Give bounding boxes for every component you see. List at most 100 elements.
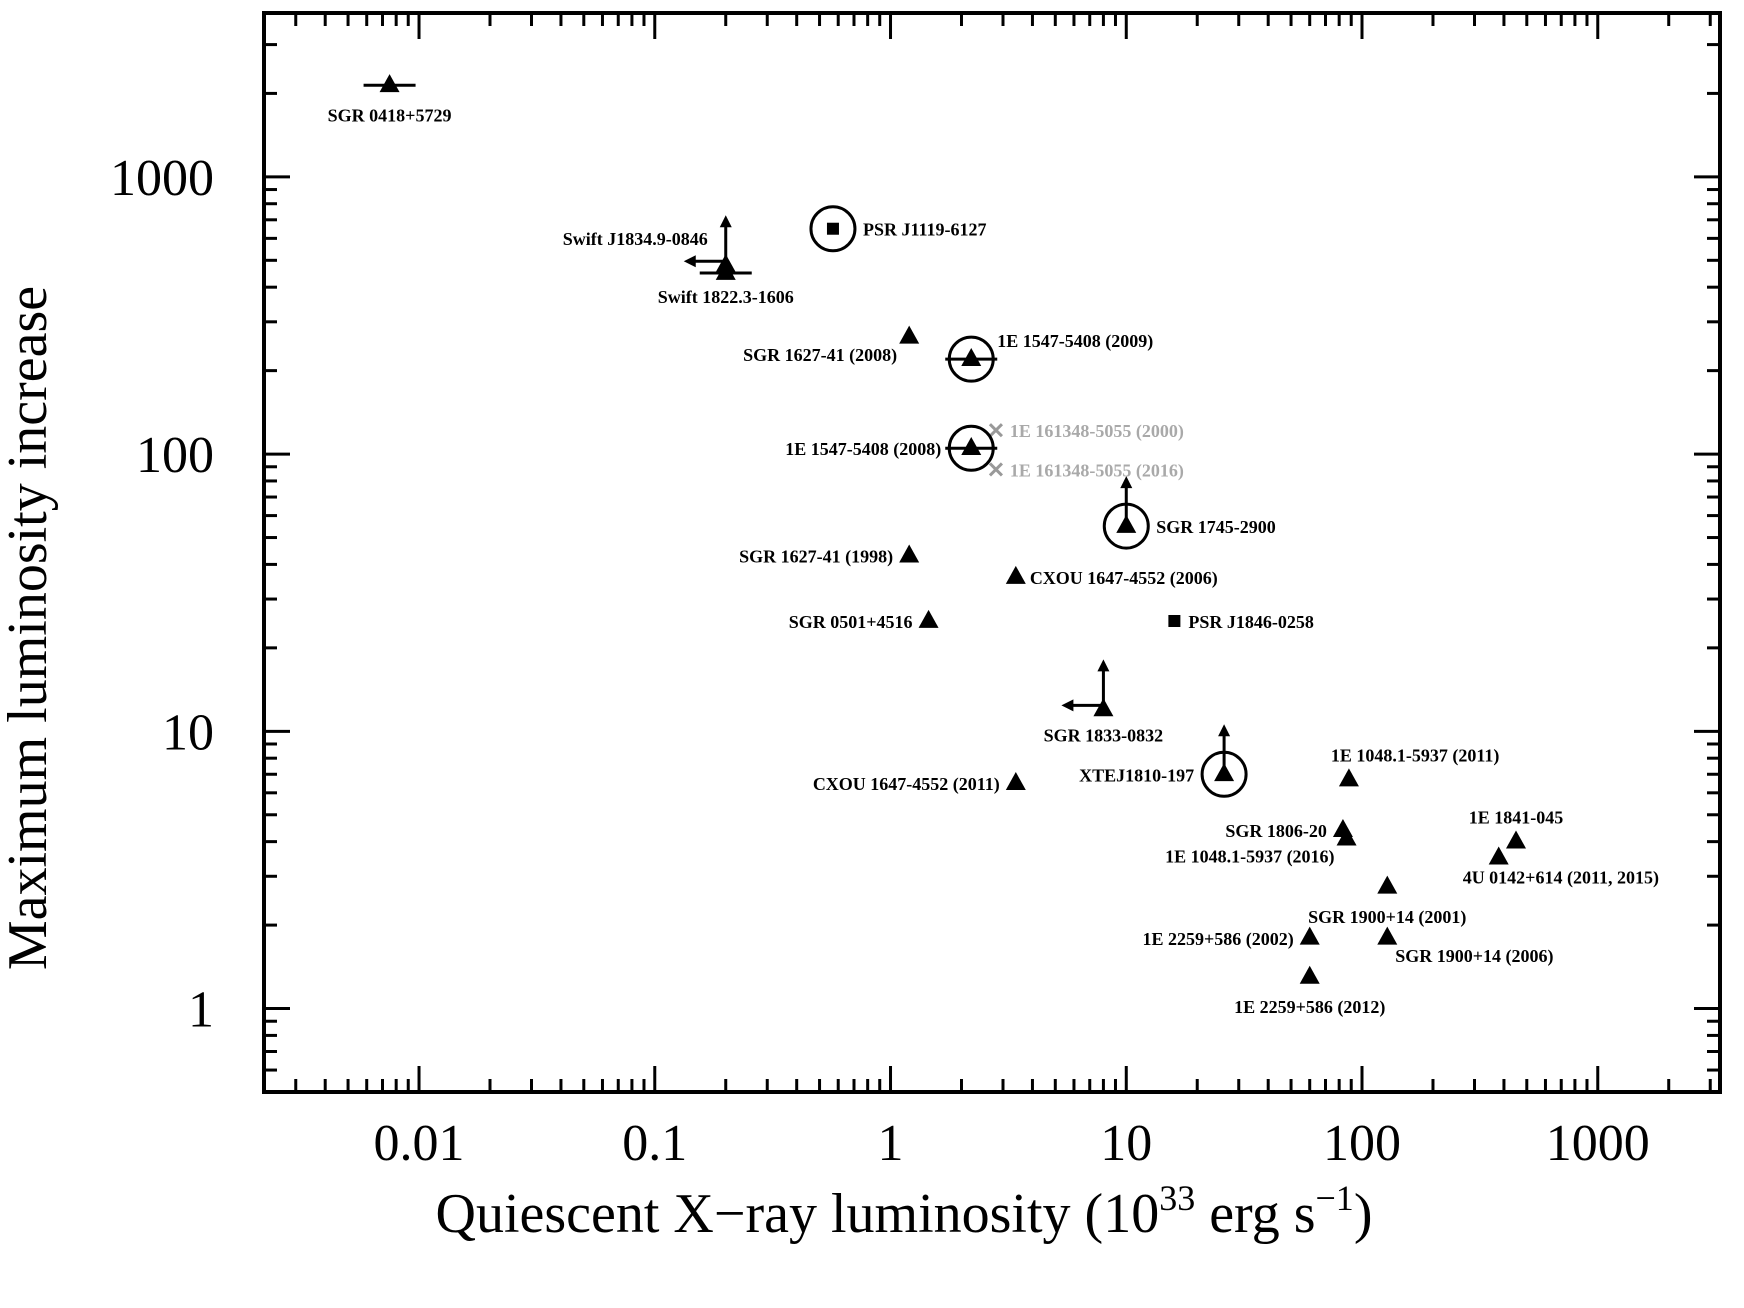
data-points [363, 74, 1527, 984]
x-tick-label: 1000 [1546, 1115, 1650, 1172]
triangle-marker [1299, 926, 1320, 945]
point-label-sgr-1806-20: SGR 1806-20 [1225, 821, 1327, 841]
x-tick-labels: 0.01 0.1 1 10 100 1000 [374, 1115, 1650, 1172]
triangle-marker [961, 347, 982, 366]
y-tick-label: 100 [136, 427, 214, 484]
point-sgr-1900-14-2001 [1377, 875, 1398, 894]
point-1e-1547-5408-2009 [945, 335, 998, 383]
triangle-marker [1214, 763, 1235, 782]
triangle-marker [1005, 565, 1026, 584]
circle-marker [809, 205, 857, 253]
triangle-marker [1336, 827, 1357, 846]
point-label-psr-j1846-0258: PSR J1846-0258 [1188, 612, 1314, 632]
point-label-psr-j1119-6127: PSR J1119-6127 [863, 220, 987, 240]
point-label-cxou-1647-4552-2006: CXOU 1647-4552 (2006) [1030, 568, 1218, 589]
point-psr-j1119-6127 [809, 205, 857, 253]
point-label-sgr-1627-41-1998: SGR 1627-41 (1998) [739, 547, 893, 568]
x-tick-label: 10 [1100, 1115, 1152, 1172]
point-label-cxou-1647-4552-2011: CXOU 1647-4552 (2011) [813, 774, 1000, 795]
point-sgr-1745-2900 [1102, 476, 1150, 550]
point-label-sgr-1900-14-2006: SGR 1900+14 (2006) [1395, 946, 1553, 967]
triangle-marker [1506, 830, 1527, 849]
point-cxou-1647-4552-2011 [1005, 772, 1026, 791]
triangle-marker [1488, 846, 1509, 865]
point-label-1e-2259-586-2012: 1E 2259+586 (2012) [1234, 997, 1385, 1018]
point-1e-161348-5055-2016 [988, 462, 1003, 477]
point-psr-j1846-0258 [1168, 614, 1181, 627]
plot-frame [262, 11, 1722, 1094]
point-1e-161348-5055-2000 [988, 423, 1003, 438]
arrow-head [1218, 724, 1231, 737]
point-1e-1547-5408-2008 [945, 424, 998, 472]
square-marker [826, 222, 839, 235]
triangle-marker [1005, 772, 1026, 791]
point-label-1e-1841-045: 1E 1841-045 [1469, 808, 1564, 828]
point-1e-1841-045 [1506, 830, 1527, 849]
point-sgr-0418-5729 [363, 74, 416, 93]
point-1e-2259-586-2002 [1299, 926, 1320, 945]
point-label-sgr-1627-41-2008: SGR 1627-41 (2008) [743, 345, 897, 366]
triangle-marker [1093, 698, 1114, 717]
point-label-1e-1048-1-5937-2011: 1E 1048.1-5937 (2011) [1331, 746, 1500, 767]
triangle-marker [379, 74, 400, 93]
point-sgr-1833-0832 [1061, 659, 1114, 717]
point-labels: SGR 0418+5729 PSR J1119-6127 Swift J1834.9… [328, 105, 1659, 1018]
point-xtej1810-197 [1200, 724, 1248, 798]
point-label-sgr-0418-5729: SGR 0418+5729 [328, 105, 452, 125]
arrow-head [1097, 659, 1110, 672]
axis-ticks [264, 13, 1720, 1094]
point-label-sgr-1900-14-2001: SGR 1900+14 (2001) [1308, 907, 1466, 928]
x-tick-label: 0.1 [622, 1115, 687, 1172]
triangle-marker [1116, 514, 1137, 533]
arrow-head [683, 255, 696, 268]
point-sgr-1627-41-1998 [899, 544, 920, 563]
point-label-1e-161348-5055-2000: 1E 161348-5055 (2000) [1010, 421, 1184, 442]
point-label-4u-0142-614-2011-2015: 4U 0142+614 (2011, 2015) [1463, 868, 1659, 889]
point-sgr-1900-14-2006 [1377, 926, 1398, 945]
point-cxou-1647-4552-2006 [1005, 565, 1026, 584]
triangle-marker [1377, 926, 1398, 945]
y-tick-label: 1 [188, 982, 214, 1039]
x-tick-label: 0.01 [374, 1115, 465, 1172]
y-axis-title: Maximum luminosity increase [0, 286, 59, 970]
point-label-1e-1547-5408-2009: 1E 1547-5408 (2009) [997, 331, 1153, 352]
point-label-1e-1048-1-5937-2016: 1E 1048.1-5937 (2016) [1165, 847, 1335, 868]
point-sgr-0501-4516 [918, 609, 939, 628]
point-label-sgr-0501-4516: SGR 0501+4516 [789, 612, 913, 632]
triangle-marker [899, 544, 920, 563]
point-4u-0142-614-2011-2015 [1488, 846, 1509, 865]
point-1e-2259-586-2012 [1299, 965, 1320, 984]
point-label-1e-2259-586-2002: 1E 2259+586 (2002) [1142, 929, 1293, 950]
x-axis-title: Quiescent X−ray luminosity (1033 erg s−1… [436, 1178, 1373, 1245]
point-label-sgr-1745-2900: SGR 1745-2900 [1156, 517, 1276, 537]
triangle-marker [899, 325, 920, 344]
triangle-marker [1377, 875, 1398, 894]
point-label-1e-161348-5055-2016: 1E 161348-5055 (2016) [1010, 460, 1184, 481]
triangle-marker [961, 437, 982, 456]
arrow-head [719, 215, 732, 228]
x-tick-label: 1 [878, 1115, 904, 1172]
point-label-swift-1822-3-1606: Swift 1822.3-1606 [658, 287, 794, 307]
point-label-xtej1810-197: XTEJ1810-197 [1079, 765, 1194, 785]
triangle-marker [918, 609, 939, 628]
arrow-head [1061, 699, 1074, 712]
point-label-1e-1547-5408-2008: 1E 1547-5408 (2008) [785, 439, 941, 460]
y-tick-label: 10 [162, 704, 214, 761]
point-1e-1048-1-5937-2011 [1338, 768, 1359, 787]
x-tick-label: 100 [1323, 1115, 1401, 1172]
cross-marker [988, 462, 1003, 477]
square-marker [1168, 614, 1181, 627]
point-1e-1048-1-5937-2016 [1336, 827, 1357, 846]
point-label-swift-j1834-9-0846: Swift J1834.9-0846 [563, 229, 708, 249]
cross-marker [988, 423, 1003, 438]
triangle-marker [1338, 768, 1359, 787]
triangle-marker [715, 261, 736, 280]
point-label-sgr-1833-0832: SGR 1833-0832 [1044, 725, 1164, 745]
triangle-marker [1299, 965, 1320, 984]
y-tick-labels: 1 10 100 1000 [110, 150, 214, 1039]
y-tick-label: 1000 [110, 150, 214, 207]
arrow-head [1120, 476, 1133, 489]
point-sgr-1627-41-2008 [899, 325, 920, 344]
point-swift-1822-3-1606 [699, 261, 752, 280]
